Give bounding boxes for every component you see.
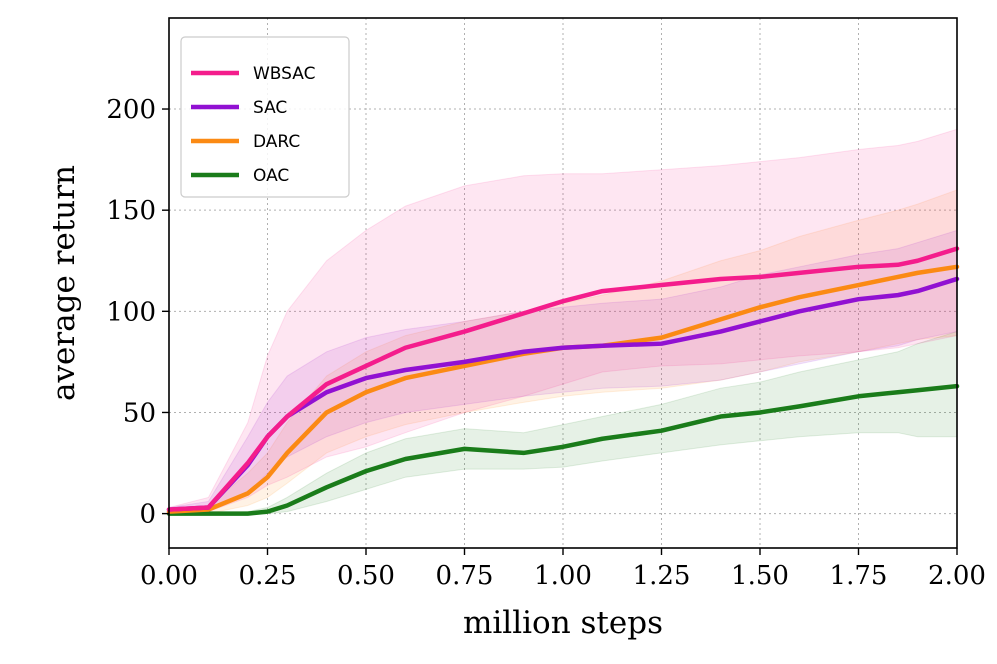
- legend-label-oac: OAC: [253, 166, 289, 186]
- line-wbsac: [166, 246, 960, 512]
- x-tick-label: 2.00: [928, 561, 986, 591]
- x-tick-label: 1.00: [534, 561, 592, 591]
- series-lines: [166, 246, 960, 516]
- y-tick-label: 200: [106, 95, 156, 125]
- x-tick-label: 1.25: [633, 561, 691, 591]
- x-axis-title: million steps: [463, 605, 663, 641]
- legend-label-wbsac: WBSAC: [253, 64, 315, 84]
- x-tick-label: 1.50: [731, 561, 789, 591]
- x-tick-label: 1.75: [830, 561, 888, 591]
- y-tick-label: 50: [123, 398, 156, 428]
- x-axis-ticks: 0.00 0.25 0.50 0.75 1.00 1.25 1.50 1.75 2.00: [140, 548, 986, 591]
- legend-label-darc: DARC: [253, 132, 300, 152]
- legend: WBSAC SAC DARC OAC: [180, 36, 350, 198]
- legend-label-sac: SAC: [253, 98, 287, 118]
- y-tick-label: 100: [106, 297, 156, 327]
- y-tick-label: 0: [139, 500, 156, 530]
- y-axis-title: average return: [46, 165, 82, 401]
- x-tick-label: 0.75: [436, 561, 494, 591]
- x-tick-label: 0.50: [337, 561, 395, 591]
- legend-box: [180, 36, 350, 198]
- x-tick-label: 0.25: [239, 561, 297, 591]
- line-oac: [166, 383, 960, 516]
- y-tick-label: 150: [106, 196, 156, 226]
- confidence-bands: [168, 128, 958, 515]
- y-axis-ticks: 0 50 100 150 200: [106, 95, 169, 530]
- x-tick-label: 0.00: [140, 561, 198, 591]
